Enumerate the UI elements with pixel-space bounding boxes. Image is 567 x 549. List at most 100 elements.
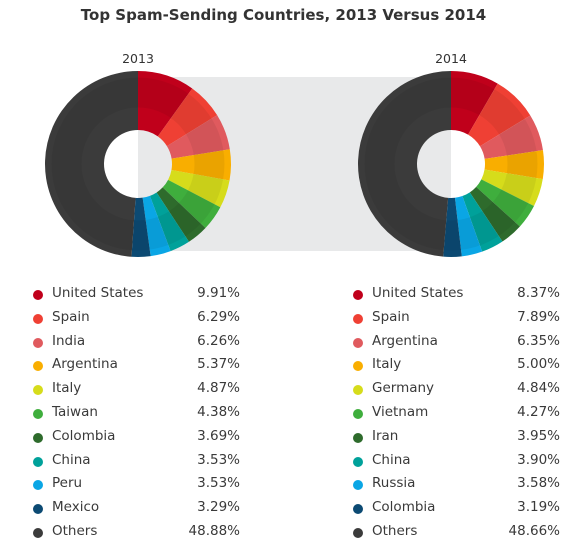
legend-country: Spain xyxy=(52,308,90,325)
slice-2013-others xyxy=(44,71,139,257)
legend-item: Peru 3.53% xyxy=(30,475,240,499)
legend-value: 7.89% xyxy=(517,308,560,325)
legend-swatch xyxy=(33,337,43,348)
legend-value: 3.69% xyxy=(197,427,240,444)
legend-swatch xyxy=(353,337,363,348)
legend-swatch xyxy=(33,480,43,491)
legend-item: Others 48.66% xyxy=(350,523,560,547)
legend-value: 4.87% xyxy=(197,380,240,397)
legend-swatch xyxy=(353,290,363,300)
slice-2014-united-states xyxy=(451,71,498,135)
legend-country: Iran xyxy=(372,427,399,444)
slice-2013-peru xyxy=(142,195,171,257)
year-label-2014: 2014 xyxy=(435,51,467,66)
legend-item: Colombia 3.69% xyxy=(30,428,240,452)
legend-value: 3.95% xyxy=(517,427,560,444)
legend-item: Germany 4.84% xyxy=(350,380,560,404)
legend-country: Argentina xyxy=(372,332,438,349)
slice-2014-germany xyxy=(481,169,543,206)
slice-2013-taiwan xyxy=(162,179,221,229)
legend-country: Germany xyxy=(372,380,435,397)
legend-swatch xyxy=(33,456,43,467)
legend-country: Others xyxy=(52,522,98,539)
slice-2013-united-states xyxy=(138,71,193,137)
legend-item: Mexico 3.29% xyxy=(30,499,240,523)
legend-item: Italy 4.87% xyxy=(30,380,240,404)
legend-country: United States xyxy=(372,285,464,301)
legend-country: Colombia xyxy=(52,427,116,444)
legend-item: Italy 5.00% xyxy=(350,356,560,380)
legend-value: 6.26% xyxy=(197,332,240,349)
chart-title: Top Spam-Sending Countries, 2013 Versus … xyxy=(80,6,487,24)
legend-swatch xyxy=(353,504,363,515)
legend-country: Russia xyxy=(372,475,416,492)
legend-country: United States xyxy=(52,285,144,301)
legend-value: 3.53% xyxy=(197,475,240,492)
legend-2013: United States 9.91% Spain 6.29% India 6.26% Ar… xyxy=(30,285,240,547)
legend-item: Russia 3.58% xyxy=(350,475,560,499)
legend-country: Mexico xyxy=(52,499,100,516)
legend-item: United States 8.37% xyxy=(350,285,560,309)
slice-2013-spain xyxy=(157,88,218,147)
slice-2014-vietnam xyxy=(476,179,534,227)
legend-country: Colombia xyxy=(372,499,436,516)
legend-swatch xyxy=(33,361,43,372)
legend-country: India xyxy=(52,332,86,349)
legend-2014: United States 8.37% Spain 7.89% Argentina 6.3… xyxy=(350,285,560,547)
legend-value: 4.27% xyxy=(517,403,560,420)
legend-item: Iran 3.95% xyxy=(350,428,560,452)
legend-country: Taiwan xyxy=(52,403,98,420)
legend-value: 4.84% xyxy=(517,380,560,397)
slice-2014-colombia xyxy=(443,197,462,257)
legend-value: 3.29% xyxy=(197,499,240,516)
legend-value: 3.90% xyxy=(517,451,560,468)
slice-2014-others xyxy=(358,71,451,257)
slice-2014-spain xyxy=(468,83,531,147)
slice-2013-china xyxy=(149,192,189,252)
legend-value: 48.66% xyxy=(508,522,560,539)
legend-item: India 6.26% xyxy=(30,333,240,357)
slice-2013-argentina xyxy=(171,149,231,181)
slice-2014-russia xyxy=(454,196,483,257)
legend-value: 3.53% xyxy=(197,451,240,468)
slice-2014-china xyxy=(462,192,503,252)
legend-swatch xyxy=(33,313,43,324)
legend-value: 6.35% xyxy=(517,332,560,349)
legend-country: China xyxy=(372,451,411,468)
donut-shade-ring xyxy=(364,77,538,251)
legend-swatch xyxy=(353,456,363,467)
legend-swatch xyxy=(353,385,363,396)
legend-swatch xyxy=(33,408,43,419)
legend-item: Colombia 3.19% xyxy=(350,499,560,523)
legend-value: 9.91% xyxy=(197,285,240,301)
legend-value: 5.00% xyxy=(517,356,560,373)
legend-country: China xyxy=(52,451,91,468)
legend-item: Spain 6.29% xyxy=(30,309,240,333)
legend-value: 3.19% xyxy=(517,499,560,516)
legend-country: Italy xyxy=(372,356,402,373)
legend-country: Spain xyxy=(372,308,410,325)
legend-swatch xyxy=(353,313,363,324)
donut-shade-ring xyxy=(51,77,225,251)
legend-value: 5.37% xyxy=(197,356,240,373)
legend-country: Peru xyxy=(52,475,83,492)
legend-swatch xyxy=(33,527,43,538)
legend-swatch xyxy=(33,385,43,396)
legend-swatch xyxy=(33,432,43,443)
slice-2014-italy xyxy=(484,150,544,180)
legend-swatch xyxy=(353,432,363,443)
donut-charts: 2013 2014 xyxy=(44,51,544,257)
legend-value: 4.38% xyxy=(197,403,240,420)
legend-swatch xyxy=(353,361,363,372)
slice-2014-iran xyxy=(469,186,520,242)
slice-2014-argentina xyxy=(480,115,543,159)
legend-item: Vietnam 4.27% xyxy=(350,404,560,428)
year-label-2013: 2013 xyxy=(122,51,154,66)
legend-item: Others 48.88% xyxy=(30,523,240,547)
legend-swatch xyxy=(353,408,363,419)
legend-item: Taiwan 4.38% xyxy=(30,404,240,428)
legend-item: China 3.53% xyxy=(30,452,240,476)
legend-value: 8.37% xyxy=(517,285,560,301)
legend-item: United States 9.91% xyxy=(30,285,240,309)
legend-swatch xyxy=(353,480,363,491)
